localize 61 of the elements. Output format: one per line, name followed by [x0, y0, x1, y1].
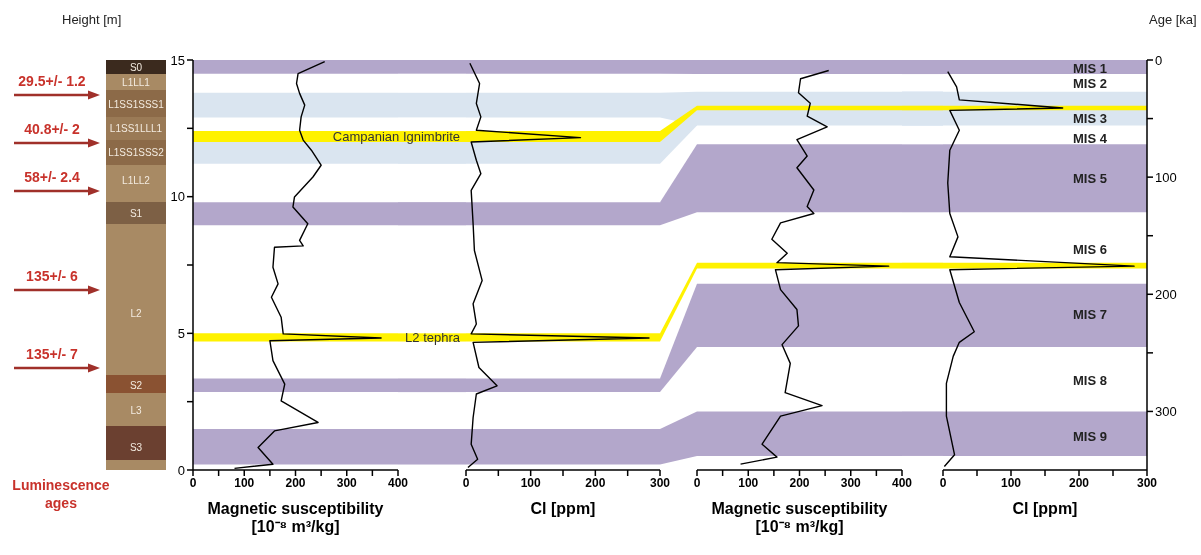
text: S1 [129, 207, 143, 219]
y-tick-label: 5 [177, 325, 185, 341]
x-axis-title: Magnetic susceptibility [10⁻⁸ m³/kg] [710, 500, 889, 536]
x-tick-label: 300 [336, 475, 358, 490]
annotation: MIS 3 [1073, 110, 1107, 126]
x-tick-label: 200 [285, 475, 306, 490]
x-tick-label: 300 [840, 475, 862, 490]
y-tick-label: 300 [1155, 404, 1177, 420]
text: L1LL2 [122, 174, 151, 186]
text: L1SS1SSS1 [108, 98, 165, 110]
text: Luminescence ages [11, 476, 111, 512]
line-series [943, 71, 1135, 468]
x-tick-label: 200 [1068, 475, 1090, 490]
text: 40.8+/- 2 [24, 121, 81, 137]
y-tick-label: 15 [170, 52, 185, 68]
annotation: MIS 4 [1073, 130, 1108, 146]
x-tick-label: 0 [693, 475, 701, 490]
x-tick-label: 100 [1000, 475, 1022, 490]
x-axis-title: Cl [ppm] [1011, 500, 1079, 518]
text: S0 [129, 61, 143, 73]
text: 58+/- 2.4 [24, 169, 81, 185]
x-tick-label: 100 [234, 475, 255, 490]
x-tick-label: 200 [789, 475, 810, 490]
y-tick-label: 100 [1155, 169, 1177, 185]
text: 135+/- 7 [26, 346, 79, 362]
text: L1SS1LLL1 [109, 122, 163, 134]
y-tick-label: 10 [170, 189, 185, 205]
x-axis-title: Cl [ppm] [529, 500, 597, 518]
annotation: MIS 2 [1073, 75, 1107, 91]
x-axis-title: Magnetic susceptibility [10⁻⁸ m³/kg] [206, 500, 385, 536]
y-tick-label: 200 [1155, 286, 1177, 302]
x-tick-label: 0 [462, 475, 470, 490]
annotation: MIS 5 [1073, 170, 1107, 186]
y-axis-title: Height [m] [62, 12, 122, 27]
y-tick-label: 0 [177, 462, 185, 478]
text: S2 [129, 379, 143, 391]
text: L1LL1 [122, 76, 151, 88]
band-label: Campanian Ignimbrite [332, 129, 460, 145]
x-tick-label: 400 [387, 475, 409, 490]
annotation: MIS 9 [1073, 428, 1107, 444]
x-tick-label: 100 [738, 475, 759, 490]
y-tick-label: 0 [1155, 52, 1163, 68]
x-tick-label: 300 [649, 475, 671, 490]
x-tick-label: 100 [520, 475, 541, 490]
annotation: MIS 7 [1073, 306, 1107, 322]
y-axis-title: Age [ka] [1149, 12, 1197, 27]
x-tick-label: 400 [891, 475, 913, 490]
text: 29.5+/- 1.2 [18, 73, 86, 89]
x-tick-label: 300 [1136, 475, 1158, 490]
text: L1SS1SSS2 [108, 146, 165, 158]
x-tick-label: 200 [585, 475, 606, 490]
text: L2 [130, 307, 142, 319]
band-label: L2 tephra [405, 329, 461, 345]
annotation: MIS 1 [1073, 60, 1107, 76]
text: 135+/- 6 [26, 268, 79, 284]
x-tick-label: 0 [189, 475, 197, 490]
x-tick-label: 0 [939, 475, 947, 490]
annotation: MIS 8 [1073, 372, 1107, 388]
text: L3 [130, 404, 142, 416]
text: S3 [129, 441, 143, 453]
annotation: MIS 6 [1073, 241, 1107, 257]
